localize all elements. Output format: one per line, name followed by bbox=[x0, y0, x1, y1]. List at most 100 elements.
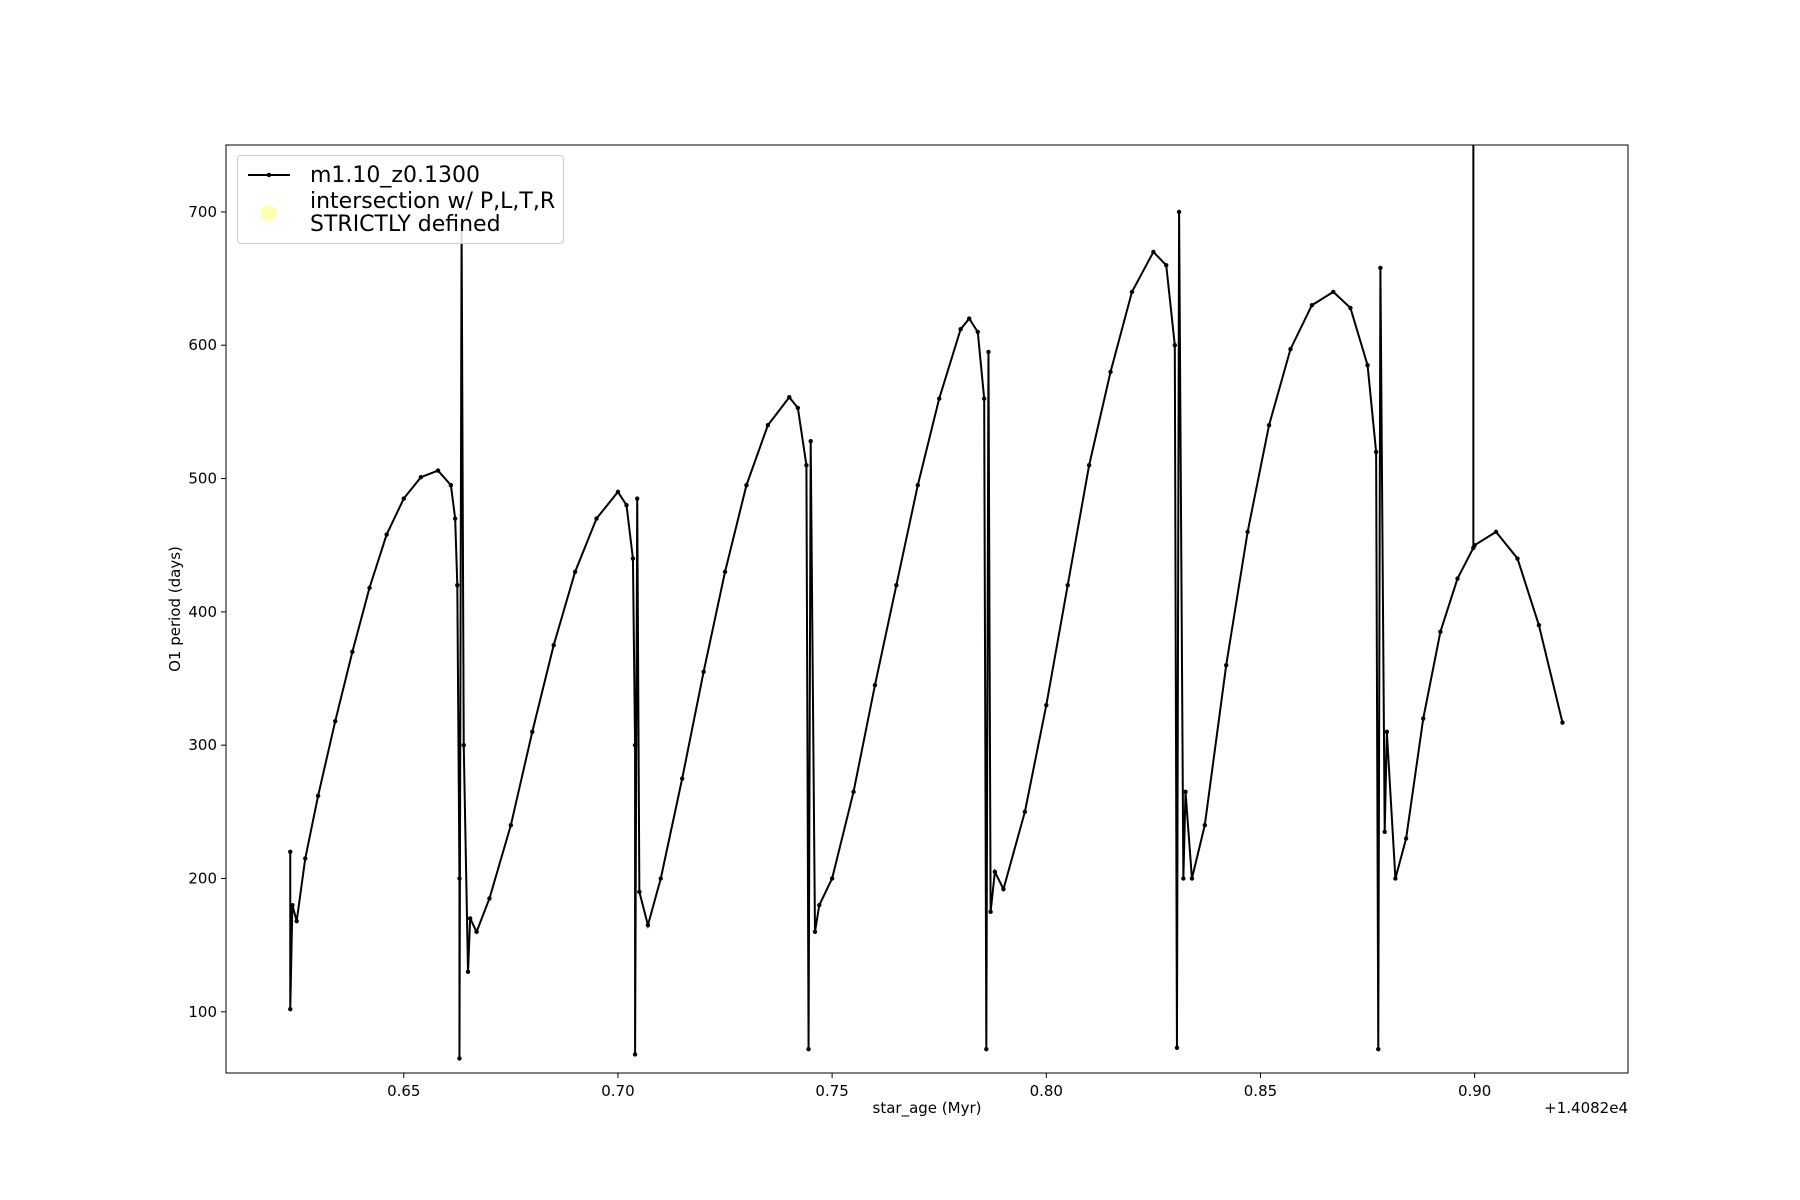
point bbox=[632, 742, 638, 748]
point bbox=[1001, 886, 1006, 892]
point bbox=[594, 516, 599, 521]
point bbox=[894, 583, 899, 588]
point bbox=[804, 463, 809, 468]
point bbox=[872, 682, 878, 688]
point bbox=[1181, 876, 1186, 881]
point bbox=[635, 496, 640, 501]
point bbox=[1373, 449, 1379, 455]
point bbox=[701, 669, 706, 675]
point bbox=[1560, 720, 1565, 725]
point bbox=[1245, 529, 1250, 535]
point bbox=[992, 869, 998, 875]
point bbox=[1493, 529, 1499, 535]
point bbox=[722, 569, 728, 575]
point bbox=[658, 876, 663, 881]
point bbox=[303, 856, 308, 861]
point bbox=[817, 902, 822, 908]
y-tick-label: 400 bbox=[188, 603, 217, 621]
point bbox=[1151, 249, 1156, 255]
point bbox=[679, 776, 685, 781]
point bbox=[333, 718, 338, 724]
x-offset-label: +1.4082e4 bbox=[1544, 1099, 1628, 1117]
point bbox=[829, 876, 835, 881]
legend-swatch bbox=[244, 201, 294, 225]
point bbox=[290, 902, 295, 908]
plot-frame bbox=[225, 144, 1629, 1074]
point bbox=[457, 1056, 462, 1061]
point bbox=[384, 532, 389, 537]
point bbox=[487, 896, 492, 901]
x-axis-label: star_age (Myr) bbox=[873, 1099, 982, 1118]
point bbox=[1108, 369, 1113, 375]
legend-entry: m1.10_z0.1300 bbox=[244, 163, 555, 187]
point bbox=[418, 475, 424, 480]
y-axis-label: O1 period (days) bbox=[166, 546, 184, 672]
point bbox=[632, 1052, 638, 1057]
point bbox=[765, 423, 771, 428]
legend-swatch bbox=[244, 163, 294, 187]
point bbox=[975, 329, 980, 335]
x-tick-label: 0.80 bbox=[1030, 1082, 1063, 1100]
point bbox=[915, 483, 920, 488]
point bbox=[986, 349, 991, 355]
point bbox=[1348, 305, 1353, 311]
point bbox=[615, 489, 621, 495]
y-tick-label: 100 bbox=[188, 1003, 217, 1021]
legend-label: intersection w/ P,L,T,R STRICTLY defined bbox=[310, 189, 556, 237]
point bbox=[1403, 836, 1409, 841]
legend: m1.10_z0.1300 intersection w/ P,L,T,R STR… bbox=[237, 155, 565, 244]
x-tick-label: 0.65 bbox=[387, 1082, 420, 1100]
point bbox=[367, 585, 372, 591]
point bbox=[530, 729, 535, 735]
legend-label: m1.10_z0.1300 bbox=[310, 162, 480, 188]
point bbox=[350, 649, 355, 655]
point bbox=[1455, 576, 1460, 581]
point bbox=[1164, 263, 1169, 268]
point bbox=[401, 496, 406, 501]
y-tick-label: 300 bbox=[188, 736, 217, 754]
y-tick-label: 600 bbox=[188, 336, 217, 354]
point bbox=[1376, 1046, 1381, 1052]
point bbox=[984, 1046, 989, 1052]
x-tick-label: 0.90 bbox=[1458, 1082, 1491, 1100]
y-tick-label: 200 bbox=[188, 869, 217, 887]
point bbox=[1224, 662, 1229, 668]
point bbox=[1309, 303, 1315, 308]
point bbox=[1065, 583, 1070, 588]
point bbox=[1438, 629, 1443, 635]
point bbox=[958, 327, 963, 332]
point bbox=[1176, 209, 1182, 215]
point bbox=[744, 483, 749, 488]
point bbox=[467, 916, 473, 921]
point bbox=[435, 468, 441, 473]
point bbox=[315, 793, 321, 799]
x-tick-label: 0.75 bbox=[815, 1082, 848, 1100]
point bbox=[1472, 543, 1477, 548]
point bbox=[1022, 809, 1028, 815]
point bbox=[645, 922, 651, 928]
point bbox=[551, 642, 556, 648]
point bbox=[1086, 463, 1092, 468]
point bbox=[1129, 289, 1135, 295]
point bbox=[988, 909, 993, 915]
point bbox=[457, 876, 462, 881]
point bbox=[851, 789, 856, 795]
point bbox=[1266, 423, 1272, 428]
point bbox=[1393, 876, 1398, 881]
point bbox=[937, 396, 942, 401]
point bbox=[1515, 556, 1520, 561]
point bbox=[808, 439, 813, 444]
x-tick-label: 0.85 bbox=[1244, 1082, 1277, 1100]
point bbox=[448, 483, 454, 488]
point bbox=[508, 822, 514, 828]
point bbox=[812, 929, 818, 935]
point bbox=[461, 742, 466, 748]
point bbox=[1378, 265, 1383, 271]
point bbox=[1183, 789, 1188, 795]
point bbox=[474, 929, 479, 935]
point bbox=[1288, 347, 1293, 352]
point bbox=[637, 889, 642, 895]
point bbox=[787, 395, 792, 400]
